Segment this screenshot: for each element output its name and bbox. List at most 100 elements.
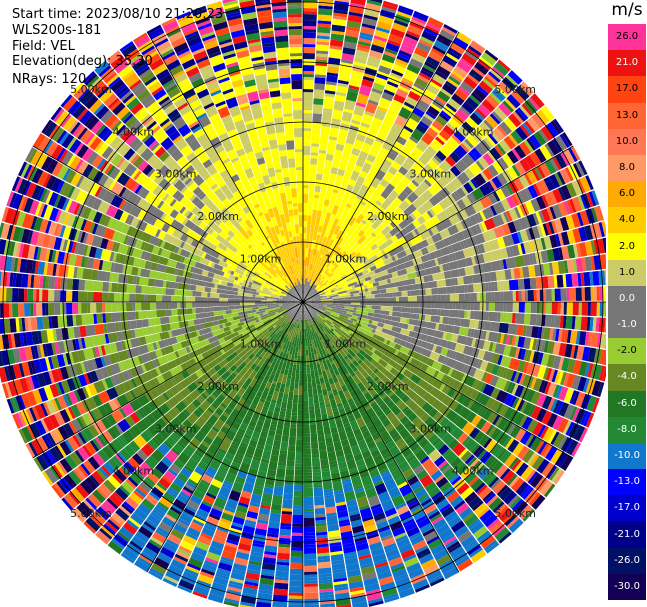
range-gate-cell (483, 513, 498, 528)
range-gate-cell (353, 332, 361, 338)
range-gate-cell (257, 519, 269, 525)
range-gate-cell (318, 143, 328, 151)
range-gate-cell (320, 459, 329, 467)
range-gate-cell (400, 394, 411, 404)
range-gate-cell (309, 361, 314, 371)
range-gate-cell (470, 478, 484, 491)
range-gate-cell (408, 567, 424, 579)
range-gate-cell (182, 535, 197, 546)
range-gate-cell (148, 491, 161, 502)
range-gate-cell (412, 313, 417, 320)
range-gate-cell (97, 404, 109, 418)
range-gate-cell (167, 396, 180, 408)
range-gate-cell (222, 411, 230, 418)
range-gate-cell (496, 125, 508, 137)
range-gate-cell (468, 495, 482, 509)
range-gate-cell (368, 600, 384, 607)
range-gate-cell (317, 316, 326, 324)
range-gate-cell (246, 367, 254, 375)
range-gate-cell (459, 106, 471, 117)
range-gate-cell (133, 434, 147, 449)
range-gate-cell (435, 323, 440, 331)
range-gate-cell (290, 376, 296, 383)
range-gate-cell (303, 511, 315, 515)
range-gate-cell (601, 221, 606, 237)
range-gate-cell (357, 330, 365, 337)
range-gate-cell (334, 237, 339, 243)
range-gate-cell (253, 355, 258, 361)
range-gate-cell (324, 434, 332, 439)
range-gate-cell (486, 73, 499, 85)
range-gate-cell (136, 466, 149, 479)
range-gate-cell (515, 481, 530, 496)
range-gate-cell (504, 269, 512, 280)
range-gate-cell (396, 582, 413, 593)
range-gate-cell (338, 206, 345, 212)
range-gate-cell (330, 240, 338, 250)
range-gate-cell (488, 520, 502, 533)
range-gate-cell (77, 374, 88, 387)
range-gate-cell (303, 89, 314, 93)
range-gate-cell (122, 380, 132, 392)
range-gate-cell (318, 247, 324, 255)
range-gate-cell (67, 406, 76, 420)
range-gate-cell (498, 507, 514, 522)
range-gate-cell (545, 446, 558, 462)
range-gate-cell (438, 404, 452, 417)
range-gate-cell (365, 302, 372, 306)
range-gate-cell (540, 353, 550, 367)
range-gate-cell (291, 302, 298, 305)
range-gate-cell (315, 259, 319, 266)
range-gate-cell (463, 167, 475, 180)
range-gate-cell (155, 460, 169, 475)
range-gate-cell (490, 522, 504, 535)
range-gate-cell (262, 419, 272, 430)
range-gate-cell (317, 298, 324, 301)
range-gate-cell (549, 328, 554, 341)
range-gate-cell (106, 386, 119, 401)
range-gate-cell (323, 347, 328, 352)
range-gate-cell (225, 353, 236, 363)
range-gate-cell (404, 452, 415, 461)
range-gate-cell (349, 78, 362, 88)
range-gate-cell (186, 381, 199, 393)
range-gate-cell (532, 183, 541, 197)
range-gate-cell (296, 322, 299, 326)
range-gate-cell (374, 137, 385, 144)
range-gate-cell (293, 307, 297, 311)
range-gate-cell (469, 401, 483, 415)
range-gate-cell (318, 340, 324, 350)
range-gate-cell (537, 424, 547, 438)
range-gate-cell (368, 278, 376, 284)
range-gate-cell (353, 295, 363, 300)
range-gate-cell (351, 315, 359, 320)
range-gate-cell (340, 330, 347, 336)
range-gate-cell (406, 336, 412, 343)
range-gate-cell (342, 221, 348, 227)
range-gate-cell (165, 389, 175, 399)
range-gate-cell (153, 506, 166, 516)
range-gate-cell (568, 147, 578, 162)
range-gate-cell (420, 498, 433, 507)
range-gate-cell (578, 427, 589, 443)
range-gate-cell (194, 465, 206, 477)
range-gate-cell (491, 249, 503, 261)
range-gate-cell (264, 357, 270, 365)
range-gate-cell (359, 327, 367, 334)
range-gate-cell (137, 485, 149, 496)
range-gate-cell (77, 349, 86, 362)
range-gate-cell (76, 503, 91, 519)
range-gate-cell (329, 463, 338, 468)
range-gate-cell (360, 447, 369, 453)
range-gate-cell (517, 278, 525, 290)
range-gate-cell (245, 476, 256, 485)
range-gate-cell (276, 359, 281, 364)
range-gate-cell (419, 205, 427, 214)
range-gate-cell (473, 430, 486, 443)
range-gate-cell (362, 389, 369, 395)
range-gate-cell (563, 329, 569, 343)
range-gate-cell (394, 156, 405, 166)
range-gate-cell (385, 315, 392, 321)
range-gate-cell (464, 454, 475, 465)
range-gate-cell (367, 535, 381, 546)
